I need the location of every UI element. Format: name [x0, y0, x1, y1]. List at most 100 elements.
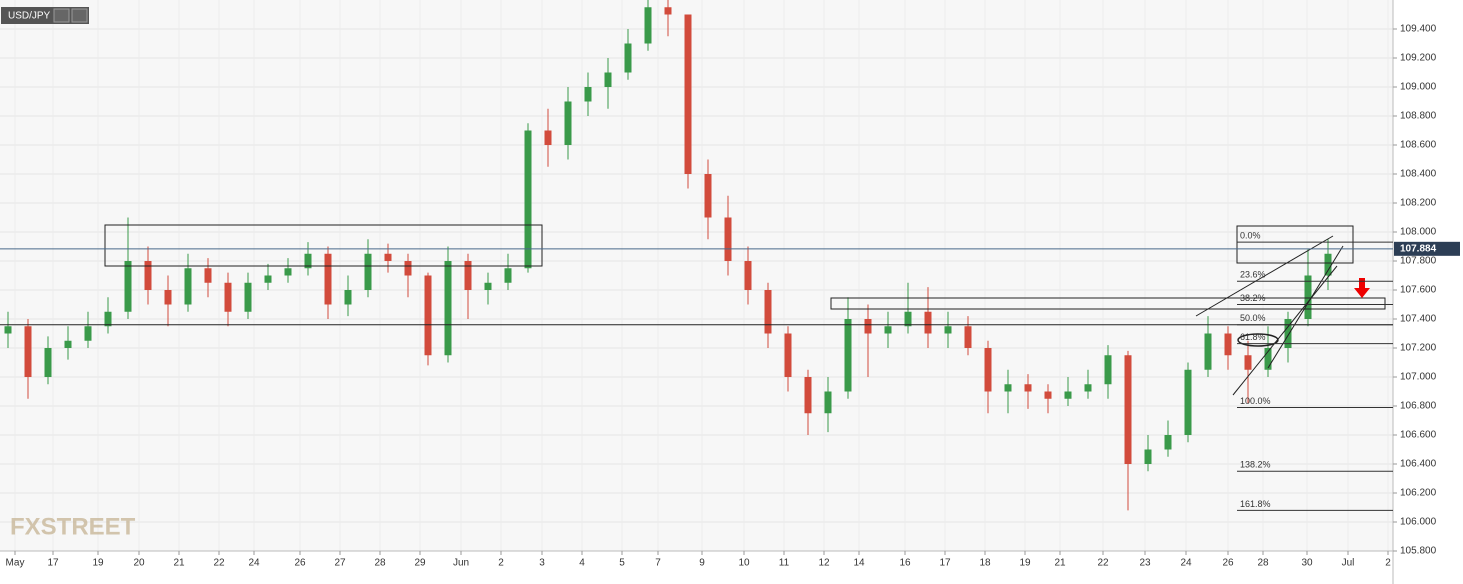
x-tick-label: 9: [699, 558, 705, 569]
y-tick-label: 106.000: [1400, 517, 1437, 528]
candle-body: [704, 174, 712, 218]
candle-body: [284, 268, 292, 276]
candle-body: [944, 326, 952, 334]
range-box: [1236, 225, 1354, 264]
candle-body: [1164, 435, 1172, 450]
x-tick-label: 21: [1054, 558, 1066, 569]
x-tick-label: 22: [1097, 558, 1109, 569]
y-tick-label: 107.400: [1400, 314, 1437, 325]
candle-body: [1304, 275, 1312, 319]
trend-line: [1232, 265, 1338, 396]
x-tick-label: 21: [173, 558, 185, 569]
x-tick-label: 12: [818, 558, 830, 569]
y-tick-label: 106.800: [1400, 401, 1437, 412]
candle-body: [464, 261, 472, 290]
axes: 105.800 106.000 106.200 106.400 106.600 106.8…: [6, 24, 1437, 569]
candle-body: [244, 282, 252, 312]
y-tick-label: 108.400: [1400, 169, 1437, 180]
candle-body: [684, 14, 692, 174]
candle-body: [1184, 369, 1192, 435]
x-tick-label: 2: [1385, 558, 1391, 569]
x-tick-label: 30: [1301, 558, 1313, 569]
arrow-head: [1354, 288, 1370, 298]
fib-label: 38.2%: [1240, 293, 1266, 303]
candle-body: [1044, 391, 1052, 399]
candle-body: [504, 268, 512, 283]
candle-body: [304, 253, 312, 269]
x-tick-label: May: [6, 558, 25, 569]
x-tick-label: 28: [374, 558, 386, 569]
x-tick-label: 14: [853, 558, 865, 569]
candle-body: [924, 311, 932, 334]
fib-label: 23.6%: [1240, 270, 1266, 280]
settings-button[interactable]: [71, 8, 88, 23]
fib-label: 0.0%: [1240, 231, 1261, 241]
x-tick-label: 17: [47, 558, 59, 569]
candle-body: [1104, 355, 1112, 385]
x-tick-label: 5: [619, 558, 625, 569]
candle-body: [364, 253, 372, 290]
x-tick-label: 17: [939, 558, 951, 569]
candle-body: [864, 319, 872, 334]
candle-body: [1204, 333, 1212, 370]
y-tick-label: 108.600: [1400, 140, 1437, 151]
candle-body: [404, 261, 412, 276]
y-tick-label: 109.200: [1400, 53, 1437, 64]
y-tick-label: 108.000: [1400, 227, 1437, 238]
x-tick-label: Jul: [1342, 558, 1355, 569]
candle-body: [124, 261, 132, 312]
trend-line: [1267, 245, 1344, 369]
trend-line: [1195, 235, 1334, 317]
candle-body: [324, 253, 332, 305]
x-tick-label: 16: [899, 558, 911, 569]
candle-body: [1144, 449, 1152, 464]
candle-body: [24, 326, 32, 377]
candle-body: [624, 43, 632, 73]
y-tick-label: 109.000: [1400, 82, 1437, 93]
candle-body: [484, 282, 492, 290]
grid: [0, 0, 1393, 552]
candle-body: [64, 340, 72, 348]
candle-body: [1024, 384, 1032, 392]
candle-body: [604, 72, 612, 87]
fib-label: 161.8%: [1240, 499, 1271, 509]
y-tick-label: 106.600: [1400, 430, 1437, 441]
candle-body: [144, 261, 152, 290]
candle-body: [164, 290, 172, 305]
candle-body: [1064, 391, 1072, 399]
candle-body: [424, 275, 432, 356]
candle-body: [764, 290, 772, 334]
fib-label: 50.0%: [1240, 313, 1266, 323]
candle-body: [84, 326, 92, 341]
candle-body: [544, 130, 552, 145]
y-tick-label: 109.400: [1400, 24, 1437, 35]
x-tick-label: 29: [414, 558, 426, 569]
candle-body: [964, 326, 972, 348]
candle-body: [184, 268, 192, 305]
candle-body: [4, 326, 12, 334]
x-tick-label: 19: [92, 558, 104, 569]
x-tick-label: 4: [579, 558, 585, 569]
x-tick-label: 27: [334, 558, 346, 569]
candle-body: [344, 290, 352, 305]
x-tick-label: 19: [1019, 558, 1031, 569]
y-tick-label: 105.800: [1400, 546, 1437, 557]
candle-body: [804, 377, 812, 414]
candle-body: [1324, 253, 1332, 276]
candle-body: [784, 333, 792, 377]
candle-body: [204, 268, 212, 283]
candle-body: [444, 261, 452, 356]
watermark: FXSTREET: [10, 513, 136, 540]
y-tick-label: 106.400: [1400, 459, 1437, 470]
y-tick-label: 107.200: [1400, 343, 1437, 354]
x-tick-label: Jun: [453, 558, 469, 569]
fib-label: 61.8%: [1240, 332, 1266, 342]
y-tick-label: 107.600: [1400, 285, 1437, 296]
candle-body: [644, 7, 652, 44]
candle-body: [744, 261, 752, 290]
candle-body: [1264, 348, 1272, 370]
range-box: [830, 297, 1386, 310]
arrow-shaft: [1359, 278, 1365, 289]
candle-body: [904, 311, 912, 327]
refresh-button[interactable]: [53, 8, 70, 23]
